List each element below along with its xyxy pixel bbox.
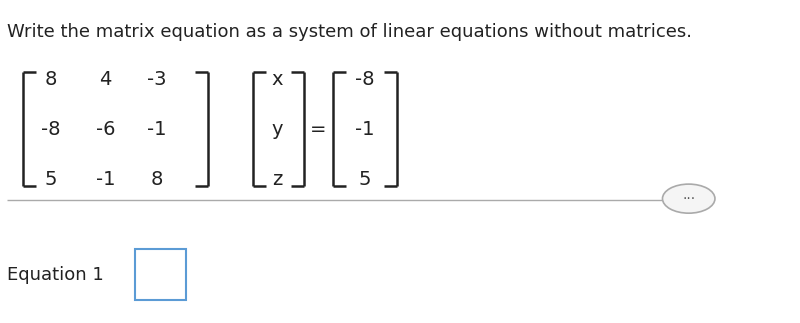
Text: 4: 4 <box>99 70 112 89</box>
Text: -8: -8 <box>354 70 374 89</box>
Ellipse shape <box>662 184 715 213</box>
Text: 5: 5 <box>45 170 58 189</box>
Text: -1: -1 <box>147 120 166 139</box>
Text: ···: ··· <box>682 192 695 206</box>
Text: z: z <box>272 170 282 189</box>
Text: -1: -1 <box>354 120 374 139</box>
Text: Equation 1: Equation 1 <box>7 266 104 284</box>
FancyBboxPatch shape <box>135 249 186 300</box>
Text: -6: -6 <box>96 120 115 139</box>
Text: -1: -1 <box>96 170 115 189</box>
Text: Write the matrix equation as a system of linear equations without matrices.: Write the matrix equation as a system of… <box>7 23 692 41</box>
Text: x: x <box>271 70 282 89</box>
Text: -8: -8 <box>42 120 61 139</box>
Text: -3: -3 <box>147 70 166 89</box>
Text: 5: 5 <box>358 170 370 189</box>
Text: y: y <box>271 120 282 139</box>
Text: =: = <box>310 120 326 139</box>
Text: 8: 8 <box>45 70 58 89</box>
Text: 8: 8 <box>150 170 163 189</box>
